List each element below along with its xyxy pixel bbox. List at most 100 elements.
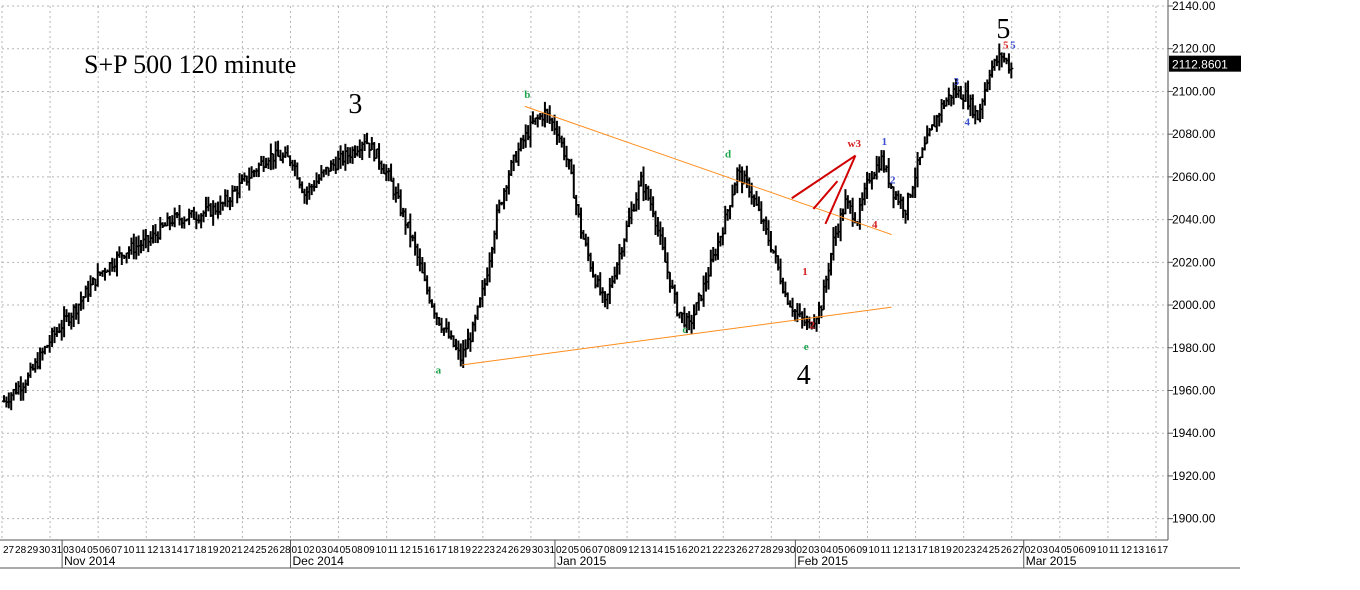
x-date-label: 30: [39, 545, 51, 556]
x-date-label: 22: [472, 545, 484, 556]
x-date-label: 10: [1097, 545, 1109, 556]
trendline-w3-right: [824, 155, 857, 225]
x-date-label: 13: [640, 545, 652, 556]
x-date-label: 12: [147, 545, 159, 556]
wave-label: d: [725, 149, 731, 161]
x-date-label: 02: [1025, 545, 1037, 556]
x-date-label: 16: [424, 545, 436, 556]
grid-lines: [1, 5, 1168, 540]
x-date-label: 05: [832, 545, 844, 556]
x-date-label: 23: [484, 545, 496, 556]
x-date-label: 20: [688, 545, 700, 556]
x-date-label: 04: [75, 545, 87, 556]
y-tick-label: 2020.00: [1172, 255, 1216, 269]
x-date-label: 05: [87, 545, 99, 556]
x-date-label: 07: [111, 545, 123, 556]
x-date-label: 02: [796, 545, 808, 556]
x-date-label: 05: [1061, 545, 1073, 556]
x-date-label: 19: [460, 545, 472, 556]
x-date-label: 29: [520, 545, 532, 556]
x-date-label: 10: [376, 545, 388, 556]
wave-label: a: [436, 364, 442, 376]
x-date-label: 28: [15, 545, 27, 556]
x-date-label: 18: [448, 545, 460, 556]
x-date-label: 29: [772, 545, 784, 556]
x-date-label: 06: [99, 545, 111, 556]
y-tick-label: 2000.00: [1172, 298, 1216, 312]
x-date-label: 11: [388, 545, 399, 556]
x-date-label: 10: [123, 545, 135, 556]
last-price-label: 2112.8601: [1172, 58, 1228, 72]
x-date-label: 31: [51, 545, 63, 556]
x-date-label: 27: [3, 545, 15, 556]
x-date-label: 16: [676, 545, 688, 556]
trendline-lower: [462, 306, 892, 366]
wave-label: 3: [954, 76, 960, 88]
x-date-label: 05: [340, 545, 352, 556]
wave-label: 4: [872, 219, 878, 231]
x-date-label: 08: [352, 545, 364, 556]
wave-label: 1: [802, 266, 808, 278]
x-date-label: 17: [436, 545, 448, 556]
x-date-label: 15: [412, 545, 424, 556]
x-month-label: Feb 2015: [797, 554, 848, 568]
wave-label: 5: [996, 14, 1010, 45]
x-date-label: 20: [953, 545, 965, 556]
trendline-w3-link: [812, 180, 839, 210]
x-date-label: 09: [856, 545, 868, 556]
x-date-label: 08: [604, 545, 616, 556]
trendline-w3-left: [791, 154, 857, 200]
wave-label: 5: [1010, 40, 1016, 52]
x-date-label: 09: [616, 545, 628, 556]
x-date-label: 03: [808, 545, 820, 556]
x-month-label: Dec 2014: [292, 554, 344, 568]
y-tick-label: 2040.00: [1172, 213, 1216, 227]
x-date-label: 06: [1073, 545, 1085, 556]
x-date-label: 04: [820, 545, 832, 556]
x-date-label: 12: [1121, 545, 1133, 556]
x-date-label: 12: [628, 545, 640, 556]
x-date-label: 21: [700, 545, 712, 556]
wave-label: 2: [809, 320, 815, 332]
x-date-label: 27: [748, 545, 760, 556]
x-date-label: 12: [400, 545, 412, 556]
x-date-label: 25: [255, 545, 267, 556]
x-date-label: 06: [580, 545, 592, 556]
wave-label: 2: [890, 174, 896, 186]
x-date-label: 15: [664, 545, 676, 556]
x-date-label: 19: [207, 545, 219, 556]
y-tick-label: 1900.00: [1172, 512, 1216, 526]
last-price-box: [1169, 55, 1241, 72]
x-date-label: 30: [784, 545, 796, 556]
y-tick-label: 2060.00: [1172, 170, 1216, 184]
wave-label: 4: [965, 117, 971, 129]
x-date-label: 13: [905, 545, 917, 556]
y-tick-label: 1940.00: [1172, 426, 1216, 440]
x-date-label: 04: [1049, 545, 1061, 556]
wave-label: c: [682, 324, 687, 336]
x-date-label: 11: [1109, 545, 1120, 556]
x-date-label: 17: [1157, 545, 1169, 556]
y-tick-label: 1980.00: [1172, 341, 1216, 355]
x-date-label: 31: [544, 545, 556, 556]
x-date-label: 12: [893, 545, 905, 556]
y-tick-label: 2120.00: [1172, 42, 1216, 56]
x-date-label: 24: [243, 545, 255, 556]
wave-label: e: [804, 341, 809, 353]
x-date-label: 27: [1013, 545, 1025, 556]
y-tick-label: 1960.00: [1172, 383, 1216, 397]
x-date-label: 18: [929, 545, 941, 556]
x-date-label: 26: [508, 545, 520, 556]
x-date-label: 26: [736, 545, 748, 556]
x-date-label: 25: [989, 545, 1001, 556]
y-tick-label: 2080.00: [1172, 127, 1216, 141]
x-date-label: 23: [724, 545, 736, 556]
x-date-label: 28: [760, 545, 772, 556]
chart-title: S+P 500 120 minute: [84, 50, 296, 79]
trendlines: [462, 105, 892, 366]
trendline-upper: [524, 105, 892, 236]
x-date-label: 11: [881, 545, 892, 556]
x-date-label: 17: [917, 545, 929, 556]
x-date-label: 19: [941, 545, 953, 556]
